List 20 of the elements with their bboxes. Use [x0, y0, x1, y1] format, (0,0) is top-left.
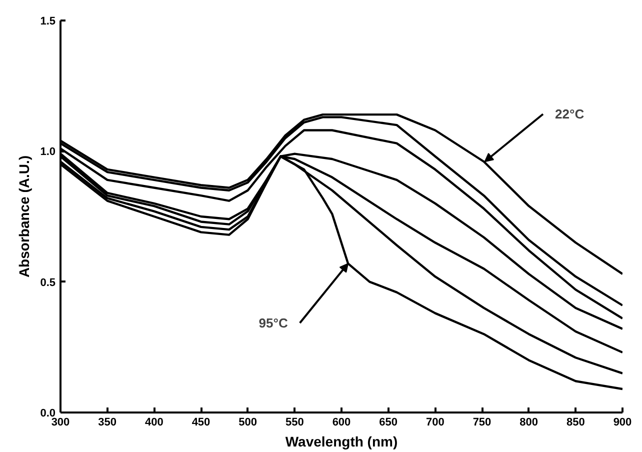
x-tick-label: 500 — [238, 416, 258, 428]
x-tick-label: 300 — [51, 416, 70, 428]
x-tick-label: 350 — [98, 416, 117, 428]
y-tick-label: 1.5 — [40, 16, 56, 28]
x-axis-title: Wavelength (nm) — [285, 434, 398, 450]
annotation: 22°C — [555, 106, 585, 122]
y-axis-title: Absorbance (A.U.) — [16, 155, 32, 278]
x-tick-label: 450 — [192, 416, 210, 428]
x-tick-label: 700 — [426, 416, 444, 428]
annotation: 95°C — [258, 315, 288, 330]
x-tick-label: 600 — [332, 416, 351, 428]
y-tick-label: 1.0 — [40, 146, 56, 158]
x-tick-label: 900 — [613, 416, 632, 428]
x-tick-label: 750 — [472, 416, 492, 428]
x-tick-label: 550 — [285, 416, 304, 428]
y-tick-label: 0.5 — [40, 276, 56, 289]
x-tick-label: 400 — [144, 416, 164, 428]
x-tick-label: 800 — [520, 416, 538, 428]
x-tick-label: 850 — [566, 416, 585, 428]
x-tick-label: 650 — [379, 416, 398, 428]
